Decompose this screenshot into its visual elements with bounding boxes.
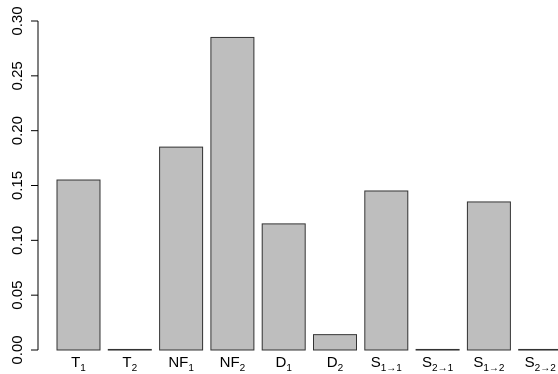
- bar: [415, 348, 460, 351]
- bar: [159, 146, 204, 351]
- bar: [210, 36, 255, 351]
- y-tick-label: 0.10: [9, 226, 26, 255]
- x-tick-label: S2→1: [422, 354, 454, 374]
- x-tick-label: D2: [327, 354, 344, 374]
- bar: [466, 201, 511, 351]
- y-tick-label: 0.15: [9, 171, 26, 200]
- bar: [261, 223, 306, 351]
- y-axis: 0.00 0.05 0.10 0.15 0.20 0.25 0.30: [9, 6, 39, 365]
- x-axis-labels: T1 T2 NF1 NF2 D1 D2 S1→1 S2→1 S1→2 S2→2: [71, 354, 556, 374]
- y-tick-label: 0.25: [9, 61, 26, 90]
- bar: [364, 190, 409, 351]
- x-tick-label: S1→1: [371, 354, 403, 374]
- bars: [56, 36, 558, 351]
- y-tick-label: 0.20: [9, 116, 26, 145]
- bar: [518, 348, 558, 351]
- x-tick-label: T1: [71, 354, 86, 374]
- y-tick-label: 0.00: [9, 335, 26, 364]
- x-tick-label: S1→2: [473, 354, 505, 374]
- x-tick-label: NF1: [168, 354, 194, 374]
- bar: [56, 179, 101, 351]
- x-tick-label: S2→2: [525, 354, 557, 374]
- bar: [107, 348, 152, 351]
- y-tick-label: 0.05: [9, 281, 26, 310]
- x-tick-label: NF2: [220, 354, 246, 374]
- bar: [313, 334, 357, 351]
- y-tick-label: 0.30: [9, 6, 26, 35]
- x-tick-label: T2: [122, 354, 137, 374]
- x-tick-label: D1: [275, 354, 292, 374]
